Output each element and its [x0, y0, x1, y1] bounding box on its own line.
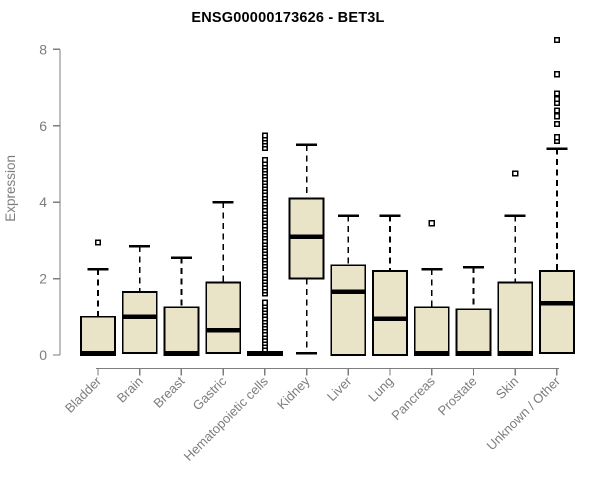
- box-skin: [497, 281, 534, 356]
- box-pancreas: [413, 306, 450, 356]
- chart-title: ENSG00000173626 - BET3L: [191, 10, 385, 26]
- x-tick-label: Pancreas: [388, 373, 438, 423]
- box-bladder: [80, 315, 116, 356]
- outlier-point: [553, 107, 560, 114]
- outlier-point: [261, 299, 268, 306]
- outlier-point: [261, 132, 268, 139]
- box-brain: [121, 291, 158, 354]
- x-tick-label: Unknown / Other: [483, 373, 563, 453]
- x-tick-label: Gastric: [190, 373, 230, 413]
- outlier-point: [553, 96, 560, 103]
- outlier-point: [553, 90, 560, 97]
- box-prostate: [455, 308, 492, 356]
- x-tick-label: Brain: [114, 374, 146, 406]
- outlier-point: [553, 113, 560, 120]
- outlier-point: [261, 157, 268, 164]
- x-tick-label: Kidney: [274, 373, 313, 412]
- outlier-point: [94, 239, 102, 246]
- x-tick-label: Skin: [493, 374, 521, 402]
- x-tick-label: Lung: [365, 374, 396, 405]
- x-tick-label: Breast: [150, 373, 187, 410]
- x-tick-label: Prostate: [435, 374, 480, 419]
- y-tick-label: 2: [39, 271, 47, 287]
- y-tick-label: 0: [39, 347, 47, 363]
- box-liver: [330, 264, 367, 356]
- outlier-point: [553, 71, 560, 78]
- y-tick-label: 4: [39, 194, 47, 210]
- box-breast: [163, 306, 200, 356]
- box-gastric: [205, 281, 242, 354]
- outlier-point: [512, 170, 519, 177]
- outlier-point: [553, 36, 560, 43]
- y-tick-label: 8: [39, 41, 47, 57]
- outlier-point: [553, 120, 560, 127]
- x-tick-label: Bladder: [62, 373, 105, 416]
- outlier-point: [553, 134, 560, 141]
- x-tick-label: Liver: [324, 373, 355, 404]
- box-unknown-other: [539, 270, 575, 354]
- box-lung: [372, 270, 408, 356]
- outlier-point: [428, 220, 435, 227]
- y-tick-label: 6: [39, 118, 47, 134]
